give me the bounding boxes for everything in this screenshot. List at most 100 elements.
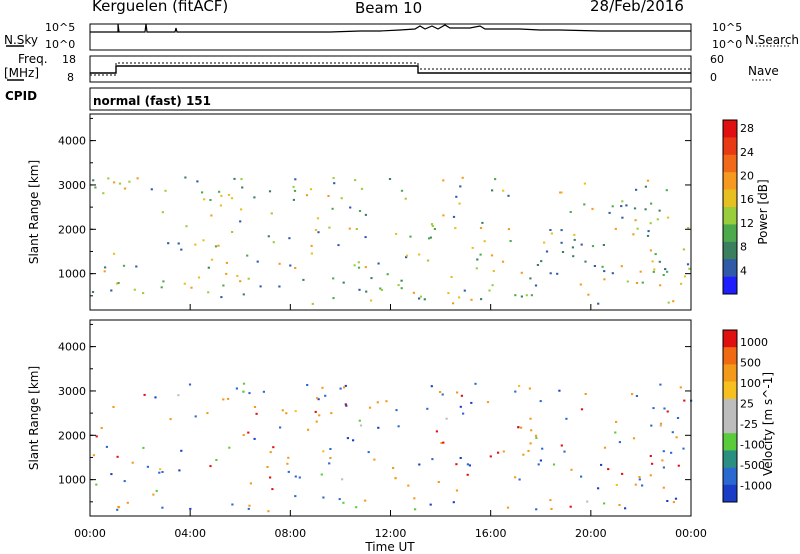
power-speckle [603, 278, 606, 281]
power-speckle [442, 214, 445, 217]
power-speckle [649, 249, 652, 252]
power-speckle [479, 227, 483, 229]
power-speckle [288, 237, 291, 240]
nsky-tick-high: 10^5 [45, 21, 76, 34]
y-tick-label: 4000 [58, 135, 86, 148]
power-speckle [549, 229, 552, 231]
power-speckle [386, 273, 389, 276]
power-speckle [240, 178, 243, 181]
freq-tick-low: 8 [67, 71, 74, 84]
power-speckle [579, 283, 582, 286]
power-speckle [311, 302, 314, 305]
beam-title: Beam 10 [355, 0, 423, 17]
power-speckle [561, 251, 565, 253]
power-speckle [454, 227, 457, 230]
power-speckle [404, 197, 407, 200]
power-speckle [400, 279, 403, 282]
power-speckle [122, 264, 126, 267]
power-speckle [405, 256, 408, 259]
power-speckle [664, 268, 667, 271]
power-speckle [470, 298, 473, 301]
power-speckle [349, 206, 352, 209]
power-speckle [608, 211, 611, 214]
power-speckle [463, 289, 466, 292]
power-speckle [644, 208, 647, 211]
power-speckle [259, 285, 262, 288]
power-speckle [340, 197, 343, 200]
power-speckle [556, 272, 559, 275]
freq-label: Freq. [18, 52, 48, 66]
power-speckle [461, 176, 464, 179]
power-speckle [683, 275, 687, 278]
power-speckle [431, 225, 434, 227]
power-speckle [658, 260, 661, 263]
power-speckle [659, 284, 662, 287]
station-title: Kerguelen (fitACF) [92, 0, 229, 15]
power-speckle [337, 244, 340, 247]
power-speckle [227, 193, 231, 196]
power-speckle [580, 243, 583, 246]
power-speckle [113, 181, 116, 184]
power-speckle [247, 277, 250, 280]
power-speckle [520, 271, 523, 274]
y-tick-label: 2000 [58, 223, 86, 236]
power-speckle [481, 221, 484, 224]
power-speckle [225, 261, 228, 264]
power-speckle [364, 266, 367, 269]
power-speckle [650, 202, 653, 205]
power-speckle [520, 295, 523, 298]
power-speckle [549, 272, 552, 275]
power-speckle [220, 194, 223, 197]
power-speckle [476, 258, 479, 261]
power-speckle [190, 286, 193, 289]
power-speckle [509, 240, 512, 242]
power-speckle [475, 267, 478, 270]
power-speckle [197, 276, 201, 279]
power-speckle [433, 228, 436, 230]
power-speckle [292, 198, 295, 201]
power-speckle [573, 238, 576, 241]
nsearch-label: N.Search [745, 33, 800, 47]
power-speckle [418, 253, 421, 256]
power-speckle [207, 291, 210, 294]
noise-frame [89, 23, 692, 51]
power-speckle [128, 180, 131, 183]
power-speckle [177, 242, 180, 245]
power-speckle [302, 278, 305, 281]
power-speckle [380, 289, 383, 291]
power-speckle [160, 286, 163, 289]
power-speckle [543, 241, 546, 244]
power-speckle [92, 179, 95, 182]
power-speckle [611, 272, 614, 275]
noise-panel [6, 23, 790, 51]
power-speckle [636, 227, 639, 230]
power-speckle [491, 284, 494, 287]
power-speckle [569, 211, 572, 213]
power-speckle [180, 248, 183, 251]
date-title: 28/Feb/2016 [590, 0, 684, 15]
power-speckle [409, 235, 412, 238]
power-speckle [292, 185, 295, 188]
power-speckle [603, 270, 606, 273]
nsky-label: N.Sky [4, 33, 39, 47]
power-speckle [241, 186, 244, 189]
power-speckle [161, 211, 164, 214]
power-speckle [507, 194, 510, 197]
power-speckle [256, 260, 259, 263]
power-speckle [654, 253, 657, 256]
power-speckle [194, 243, 197, 246]
nsearch-tick-high: 10^5 [712, 21, 743, 34]
power-speckle [597, 302, 600, 305]
power-speckle [529, 277, 532, 280]
power-speckle [560, 241, 563, 244]
power-speckle [666, 270, 669, 273]
power-speckle [202, 239, 205, 242]
power-speckle [268, 190, 272, 193]
nave-tick-high: 60 [710, 53, 724, 66]
cpid-value: normal (fast) 151 [93, 94, 211, 108]
power-speckle [507, 228, 510, 231]
power-speckle [201, 191, 204, 194]
velocity-background [90, 320, 691, 516]
power-speckle [672, 300, 675, 303]
power-speckle [494, 178, 497, 181]
